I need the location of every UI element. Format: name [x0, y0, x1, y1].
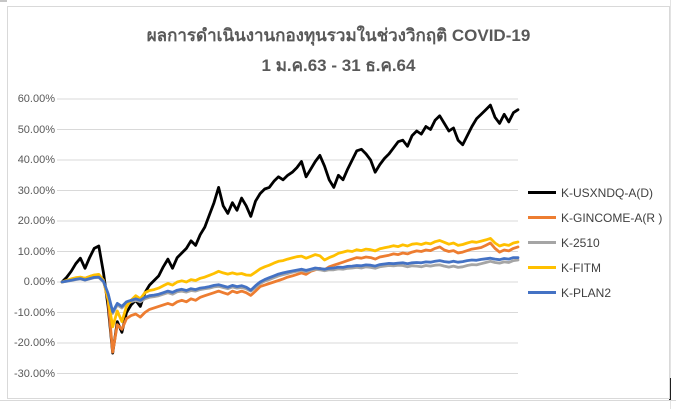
- legend-label: K-GINCOME-A(R ): [561, 210, 663, 225]
- y-axis-tick-label: 40.00%: [17, 154, 55, 166]
- legend-item[interactable]: K-FITM: [528, 255, 668, 280]
- legend-label: K-2510: [561, 235, 600, 250]
- y-axis-tick-label: 30.00%: [17, 184, 55, 197]
- y-axis-tick-label: 20.00%: [17, 215, 55, 227]
- sheet-row-gridline: [0, 400, 676, 401]
- y-axis-tick-label: 0.00%: [23, 276, 55, 288]
- legend-label: K-USXNDQ-A(D): [561, 185, 653, 200]
- y-axis-tick-label: -10.00%: [14, 306, 55, 319]
- legend-swatch: [528, 241, 556, 244]
- chart-subtitle: 1 ม.ค.63 - 31 ธ.ค.64: [261, 56, 416, 75]
- legend-item[interactable]: K-USXNDQ-A(D): [528, 180, 668, 205]
- y-axis-tick-label: 10.00%: [17, 245, 55, 258]
- chart-frame[interactable]: ผลการดำเนินงานกองทุนรวมในช่วงวิกฤติ COVI…: [7, 6, 670, 399]
- legend-swatch: [528, 191, 556, 194]
- legend-label: K-PLAN2: [561, 285, 612, 300]
- legend-swatch: [528, 216, 556, 219]
- chart-title: ผลการดำเนินงานกองทุนรวมในช่วงวิกฤติ COVI…: [146, 26, 531, 45]
- sheet-corner-gridline: [0, 0, 7, 2]
- y-axis-tick-label: -20.00%: [14, 337, 55, 349]
- legend-item[interactable]: K-PLAN2: [528, 280, 668, 305]
- adjacent-object-edge: [669, 378, 671, 400]
- legend-item[interactable]: K-GINCOME-A(R ): [528, 205, 668, 230]
- legend-item[interactable]: K-2510: [528, 230, 668, 255]
- legend-swatch: [528, 291, 556, 294]
- sheet-column-gridline: [670, 0, 671, 409]
- chart-title-block[interactable]: ผลการดำเนินงานกองทุนรวมในช่วงวิกฤติ COVI…: [8, 21, 669, 81]
- y-axis-tick-label: 50.00%: [17, 123, 55, 136]
- legend-label: K-FITM: [561, 260, 601, 275]
- y-axis-tick-label: -30.00%: [14, 367, 55, 380]
- y-axis-tick-label: 60.00%: [17, 93, 55, 105]
- legend-swatch: [528, 266, 556, 269]
- chart-legend: K-USXNDQ-A(D) K-GINCOME-A(R ) K-2510 K-F…: [528, 180, 668, 305]
